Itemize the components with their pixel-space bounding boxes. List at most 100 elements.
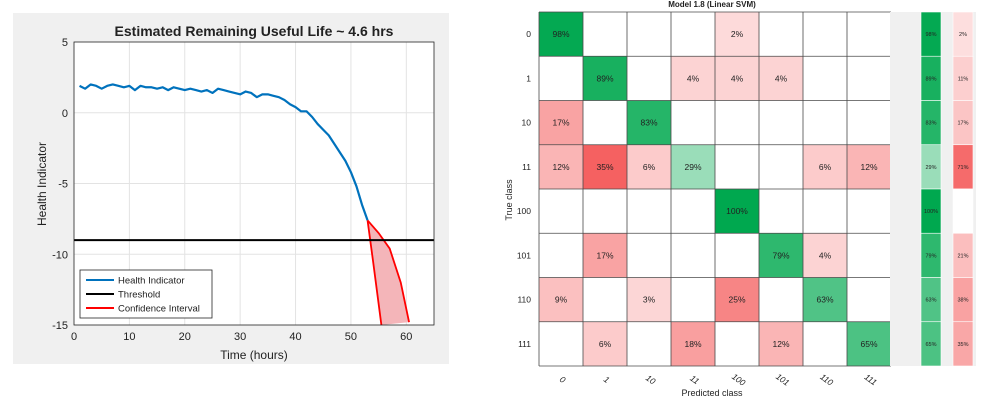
x-tick-label: 10 xyxy=(123,331,135,343)
matrix-cell xyxy=(671,100,715,145)
y-tick-label: 101 xyxy=(517,250,531,260)
health-indicator-chart: Estimated Remaining Useful Life ~ 4.6 hr… xyxy=(13,13,449,364)
fnr-label: 17% xyxy=(957,121,968,127)
y-tick-label: 11 xyxy=(522,162,531,172)
matrix-cell-label: 12% xyxy=(772,339,789,349)
matrix-cell xyxy=(803,56,847,101)
matrix-cell xyxy=(539,144,583,189)
matrix-cell xyxy=(715,321,759,366)
y-tick-label: 110 xyxy=(517,295,531,305)
matrix-cell xyxy=(671,144,715,189)
chart2-xlabel: Predicted class xyxy=(681,388,743,398)
y-tick-label: -15 xyxy=(52,320,68,332)
matrix-cell xyxy=(803,100,847,145)
matrix-cell-label: 18% xyxy=(684,339,701,349)
tpr-cell xyxy=(920,11,942,57)
fnr-cell xyxy=(952,321,974,367)
matrix-cell xyxy=(583,100,627,145)
tpr-label: 100% xyxy=(924,209,938,215)
fnr-label: 21% xyxy=(957,253,968,259)
matrix-cell xyxy=(847,12,891,57)
fnr-cell xyxy=(952,188,974,234)
chart1-xlabel: Time (hours) xyxy=(220,348,288,362)
health-indicator-line xyxy=(79,83,369,221)
matrix-cell xyxy=(759,144,803,189)
matrix-cell xyxy=(803,277,847,322)
chart1-title: Estimated Remaining Useful Life ~ 4.6 hr… xyxy=(115,23,394,39)
x-tick-label: 50 xyxy=(345,331,357,343)
matrix-cell-label: 6% xyxy=(599,339,612,349)
matrix-cell xyxy=(803,12,847,57)
matrix-cell xyxy=(671,233,715,278)
tpr-cell xyxy=(920,55,942,101)
x-tick-label: 40 xyxy=(289,331,301,343)
tpr-label: 65% xyxy=(925,342,936,348)
matrix-cell xyxy=(715,144,759,189)
fnr-cell xyxy=(952,144,974,190)
legend-label: Threshold xyxy=(118,290,160,301)
y-tick-label: 1 xyxy=(526,73,531,83)
matrix-cell xyxy=(847,189,891,234)
legend-label: Confidence Interval xyxy=(118,304,200,315)
matrix-cell xyxy=(847,144,891,189)
legend-label: Health Indicator xyxy=(118,276,185,287)
matrix-cell xyxy=(803,144,847,189)
matrix-cell-label: 17% xyxy=(596,250,613,260)
x-tick-label: 20 xyxy=(179,331,191,343)
x-tick-label: 1 xyxy=(602,374,612,385)
matrix-cell xyxy=(539,233,583,278)
matrix-cell-label: 35% xyxy=(596,162,613,172)
x-tick-label: 0 xyxy=(71,331,77,343)
y-tick-label: 10 xyxy=(522,118,532,128)
matrix-cell xyxy=(583,56,627,101)
matrix-cell xyxy=(803,189,847,234)
tpr-label: 83% xyxy=(925,121,936,127)
matrix-cell-label: 17% xyxy=(552,118,569,128)
x-tick-label: 0 xyxy=(558,374,568,385)
chart1-ylabel: Health Indicator xyxy=(35,142,49,226)
x-tick-label: 110 xyxy=(818,372,835,388)
confidence-upper-line xyxy=(366,219,410,323)
matrix-cell xyxy=(715,12,759,57)
y-tick-label: 5 xyxy=(62,37,68,49)
matrix-cell-label: 79% xyxy=(772,250,789,260)
matrix-cell xyxy=(847,56,891,101)
fnr-cell xyxy=(952,55,974,101)
matrix-cell-label: 65% xyxy=(860,339,877,349)
matrix-cell-label: 83% xyxy=(640,118,657,128)
tpr-cell xyxy=(920,321,942,367)
matrix-cell-label: 63% xyxy=(816,295,833,305)
matrix-cell-label: 6% xyxy=(819,162,832,172)
matrix-cell xyxy=(803,321,847,366)
fnr-label: 2% xyxy=(959,32,967,38)
matrix-cell xyxy=(627,277,671,322)
matrix-cell xyxy=(759,277,803,322)
matrix-cell xyxy=(847,277,891,322)
matrix-cell xyxy=(759,56,803,101)
matrix-cell-label: 12% xyxy=(552,162,569,172)
y-tick-label: 100 xyxy=(517,206,531,216)
matrix-cell-label: 9% xyxy=(555,295,568,305)
fnr-cell xyxy=(952,277,974,323)
matrix-cell-label: 100% xyxy=(726,206,748,216)
matrix-cell xyxy=(627,233,671,278)
x-tick-label: 60 xyxy=(400,331,412,343)
matrix-cell xyxy=(539,277,583,322)
y-tick-label: -10 xyxy=(52,249,68,261)
tpr-label: 29% xyxy=(925,165,936,171)
matrix-cell-label: 4% xyxy=(687,73,700,83)
matrix-cell-label: 29% xyxy=(684,162,701,172)
matrix-cell xyxy=(627,12,671,57)
matrix-cell xyxy=(671,189,715,234)
y-tick-label: -5 xyxy=(58,179,68,191)
matrix-cell xyxy=(847,321,891,366)
summary-background xyxy=(890,12,976,366)
plot-frame xyxy=(73,41,435,326)
matrix-cell xyxy=(539,56,583,101)
fnr-cell xyxy=(952,11,974,57)
matrix-cell xyxy=(759,233,803,278)
fnr-label: 71% xyxy=(957,165,968,171)
matrix-cell xyxy=(583,277,627,322)
matrix-cell xyxy=(759,100,803,145)
matrix-cell xyxy=(539,189,583,234)
